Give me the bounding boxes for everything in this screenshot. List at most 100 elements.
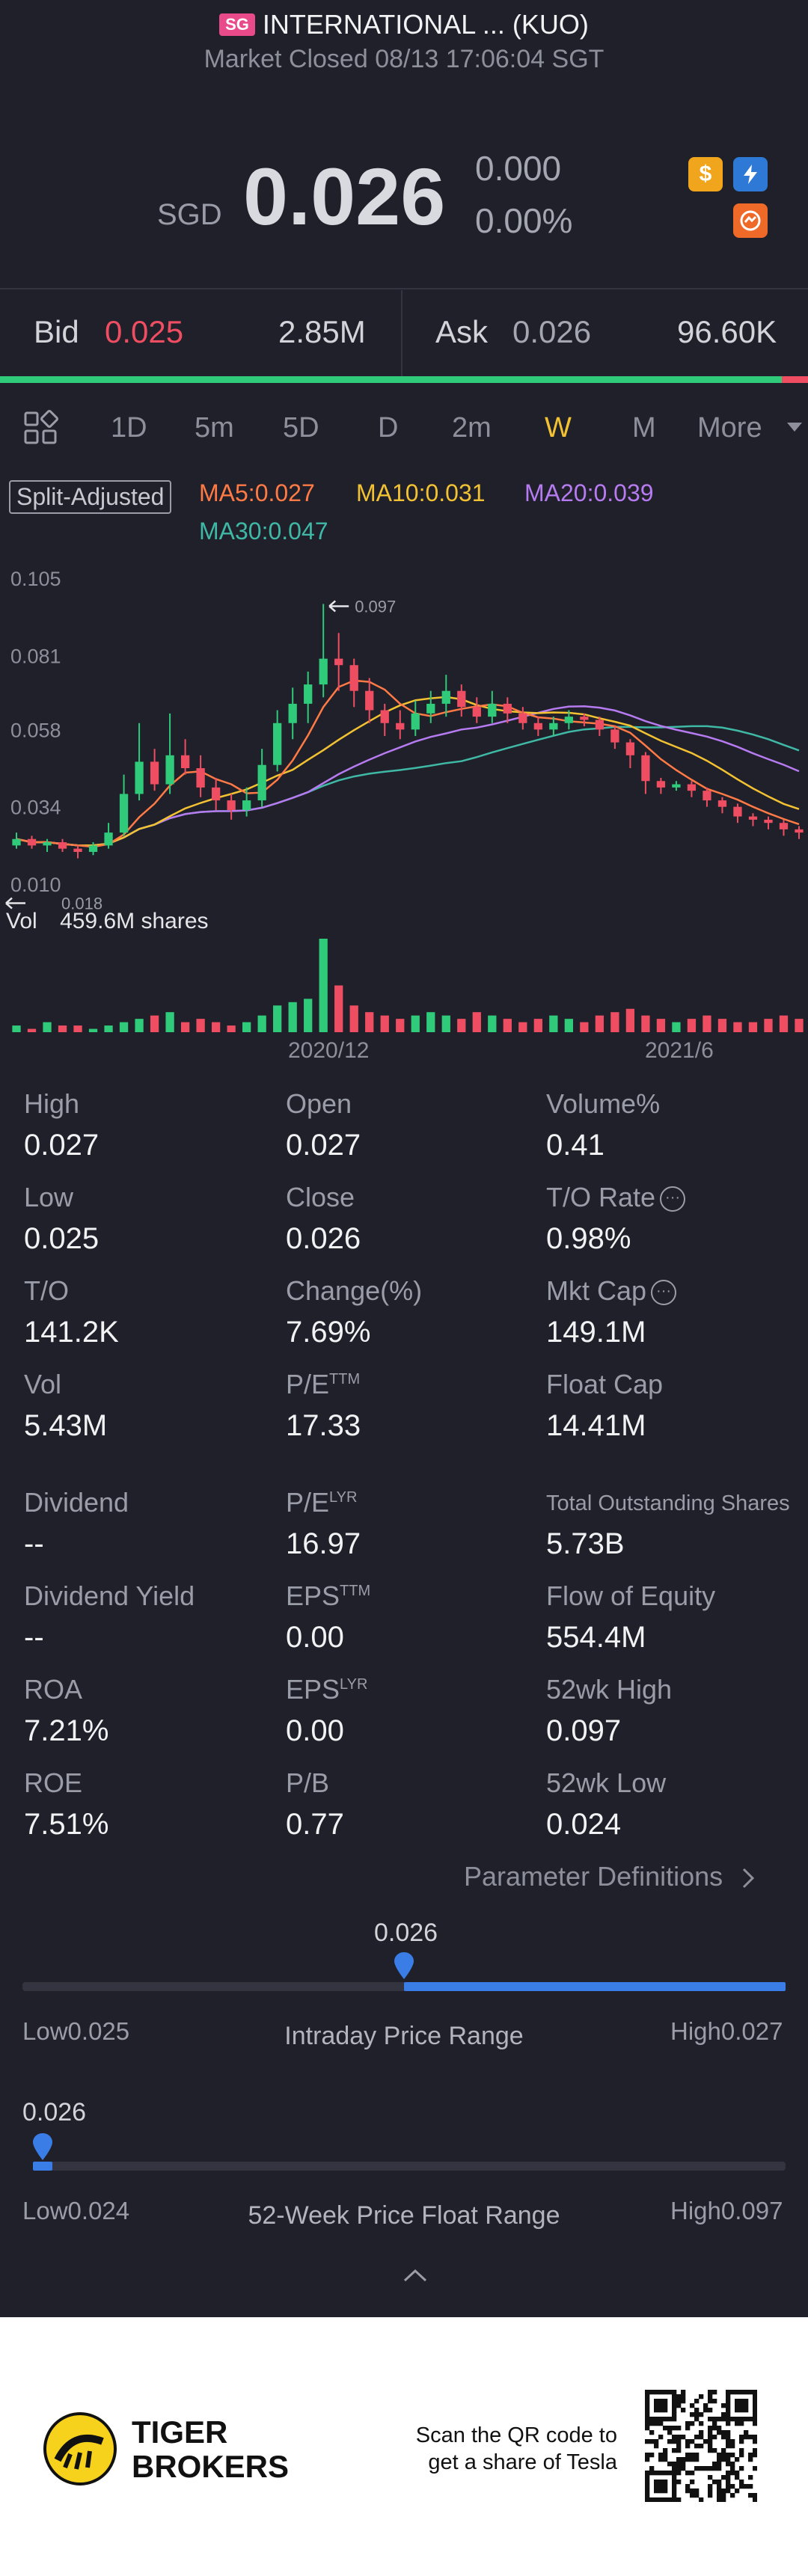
- bid-strength-bar: [0, 376, 782, 383]
- candle-body: [703, 791, 711, 801]
- volume-bar: [227, 1025, 236, 1032]
- stat-label: Mkt Cap ···: [546, 1275, 677, 1307]
- volume-bar: [165, 1012, 174, 1032]
- stat-label: Dividend Yield: [24, 1580, 195, 1611]
- divider: [0, 288, 808, 289]
- candle-body: [119, 794, 129, 833]
- candle-body: [242, 800, 251, 810]
- candle-body: [211, 787, 221, 801]
- candle-body: [595, 720, 605, 730]
- tab-d[interactable]: D: [378, 412, 399, 444]
- volume-bar: [135, 1019, 144, 1032]
- tab-m[interactable]: M: [632, 412, 656, 444]
- volume-bar: [457, 1019, 466, 1032]
- parameter-definitions-link[interactable]: Parameter Definitions: [464, 1861, 757, 1892]
- caret-down-icon[interactable]: [787, 423, 802, 433]
- volume-bar: [764, 1019, 773, 1032]
- volume-bar: [549, 1015, 558, 1032]
- volume-bar: [595, 1015, 605, 1032]
- volume-bar: [380, 1015, 389, 1032]
- chevron-up-icon[interactable]: [403, 2268, 428, 2283]
- intraday-current: 0.026: [374, 1919, 438, 1947]
- tiger-logo: [43, 2412, 117, 2485]
- volume-bar: [641, 1015, 650, 1032]
- volume-bar: [196, 1019, 205, 1032]
- volume-bar: [441, 1015, 450, 1032]
- info-icon[interactable]: ···: [651, 1280, 677, 1306]
- price-chart[interactable]: 0.105 0.081 0.058 0.034 0.010 0.097 0.018: [0, 553, 808, 1047]
- candle-body: [73, 848, 82, 852]
- tab-5m[interactable]: 5m: [195, 412, 234, 444]
- volume-bar: [488, 1015, 497, 1032]
- lightning-icon[interactable]: [733, 157, 768, 191]
- currency-label: SGD: [157, 198, 222, 231]
- volume-bar: [625, 1008, 635, 1032]
- candle-body: [135, 761, 144, 794]
- tab-2m[interactable]: 2m: [452, 412, 492, 444]
- y-axis-tick-label: 0.034: [10, 797, 61, 819]
- volume-bar: [426, 1012, 435, 1032]
- ask-strength-bar: [782, 376, 808, 383]
- tab-1d[interactable]: 1D: [111, 412, 147, 444]
- stat-value: 149.1M: [546, 1316, 646, 1349]
- candle-body: [472, 707, 481, 717]
- ma10-value: MA10:0.031: [356, 479, 486, 506]
- ask-price: 0.026: [512, 314, 592, 349]
- candle-body: [165, 755, 174, 785]
- tab-5d[interactable]: 5D: [283, 412, 319, 444]
- footer-banner: [0, 2317, 808, 2576]
- split-adjusted-toggle[interactable]: Split-Adjusted: [9, 480, 172, 514]
- volume-label: Vol: [6, 909, 37, 933]
- candle-body: [58, 842, 67, 849]
- stat-label: Dividend: [24, 1487, 129, 1518]
- intraday-fill: [404, 1982, 786, 1991]
- stat-value: 5.73B: [546, 1527, 625, 1560]
- stat-label: EPSLYR: [286, 1674, 368, 1705]
- qr-code: [645, 2390, 757, 2502]
- candle-body: [380, 710, 389, 723]
- candle-body: [503, 703, 512, 714]
- week52-track: [33, 2162, 786, 2171]
- stat-label: ROE: [24, 1767, 83, 1798]
- tab-w[interactable]: W: [545, 412, 572, 444]
- high-marker-arrow: [328, 600, 349, 613]
- low-marker-arrow: [5, 897, 25, 910]
- volume-bar: [533, 1019, 542, 1032]
- high-marker-label: 0.097: [355, 597, 396, 616]
- volume-bar: [396, 1019, 405, 1032]
- stat-value: 0.024: [546, 1808, 622, 1841]
- candle-body: [672, 784, 681, 788]
- volume-bar: [580, 1022, 589, 1032]
- y-axis-tick-label: 0.105: [10, 568, 61, 590]
- dollar-icon[interactable]: $: [688, 157, 723, 191]
- stat-label: 52wk High: [546, 1674, 673, 1705]
- volume-summary: Vol 459.6M shares: [6, 909, 209, 934]
- chevron-right-icon: [743, 1868, 755, 1889]
- stat-value: 7.69%: [286, 1316, 371, 1349]
- candle-body: [319, 658, 328, 685]
- brand-name-line2: BROKERS: [132, 2449, 290, 2484]
- stat-value: 5.43M: [24, 1409, 108, 1442]
- brand-name-line1: TIGER: [132, 2414, 228, 2450]
- intraday-title: Intraday Price Range: [284, 2022, 524, 2050]
- price-change-percent: 0.00%: [475, 201, 573, 240]
- candle-body: [687, 784, 697, 791]
- volume-bar: [273, 1005, 282, 1032]
- tab-more[interactable]: More: [697, 412, 762, 444]
- ask-label: Ask: [435, 314, 489, 349]
- candle-body: [656, 781, 666, 788]
- info-icon[interactable]: ···: [660, 1186, 686, 1212]
- stat-label: T/O: [24, 1275, 69, 1306]
- period-tabs: 1D 5m 5D D 2m W M More: [0, 400, 808, 453]
- volume-bar: [795, 1019, 804, 1032]
- swap-icon[interactable]: [733, 203, 768, 238]
- candle-body: [12, 838, 21, 846]
- intraday-high: High0.027: [670, 2017, 783, 2045]
- x-axis-label-2: 2021/6: [645, 1038, 714, 1063]
- stat-label: P/B: [286, 1767, 330, 1798]
- week52-low: Low0.024: [22, 2197, 130, 2224]
- candle-body: [43, 842, 52, 846]
- stat-value: 0.027: [286, 1129, 361, 1162]
- grid-icon[interactable]: [22, 410, 58, 446]
- stat-label: Vol: [24, 1369, 62, 1399]
